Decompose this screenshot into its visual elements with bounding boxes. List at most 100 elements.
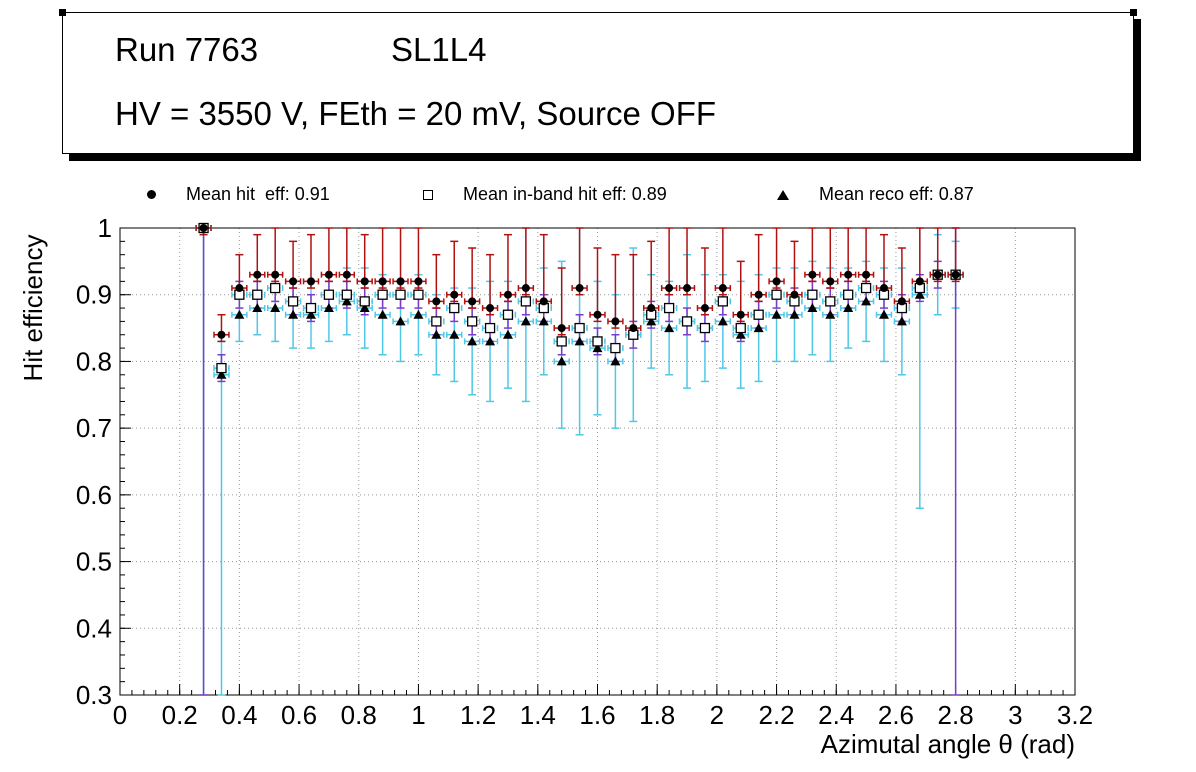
open-square-icon: [423, 189, 433, 200]
hit-eff-marker: [521, 284, 530, 293]
hit-eff-marker: [790, 290, 799, 299]
run-label: Run 7763: [115, 31, 259, 68]
hit-eff-marker: [217, 330, 226, 339]
hit-eff-marker: [915, 277, 924, 286]
x-axis-title: Azimutal angle θ (rad): [821, 729, 1075, 759]
filled-triangle-icon: [777, 189, 789, 200]
hit-eff-marker: [199, 224, 208, 232]
hit-eff-marker: [683, 284, 692, 293]
inband-eff-marker: [341, 289, 352, 300]
reco-eff-marker: [395, 316, 406, 326]
reco-eff-marker: [306, 309, 316, 319]
reco-eff-marker: [717, 316, 728, 326]
reco-eff-marker: [789, 309, 800, 319]
inband-eff-marker: [735, 322, 746, 334]
reco-eff-marker: [646, 316, 657, 326]
inband-eff-marker: [520, 296, 532, 307]
x-tick-label: 1.2: [460, 700, 496, 730]
hit-eff-marker: [253, 270, 262, 279]
plot-frame: [119, 227, 1076, 696]
hit-eff-marker: [700, 304, 709, 313]
inband-eff-marker: [771, 289, 782, 300]
filled-circle-icon: [147, 190, 156, 199]
hit-eff-marker: [289, 277, 298, 286]
legend-label-inband-eff: Mean in-band hit eff: 0.89: [463, 184, 667, 204]
hit-eff-marker: [736, 310, 745, 319]
y-axis-title: Hit efficiency: [18, 235, 48, 382]
hit-eff-marker: [844, 270, 853, 279]
reco-eff-marker: [843, 303, 854, 313]
hit-eff-marker: [342, 270, 351, 279]
hit-eff-marker: [629, 324, 638, 333]
reco-eff-marker: [270, 303, 281, 313]
hit-eff-marker: [575, 284, 584, 293]
inband-eff-marker: [323, 289, 335, 300]
x-tick-label: 2.6: [878, 700, 914, 730]
reco-eff-marker: [896, 316, 907, 326]
hit-eff-marker: [360, 277, 369, 286]
x-tick-label: 0.2: [162, 700, 198, 730]
hit-eff-marker: [611, 317, 620, 326]
inband-eff-marker: [681, 316, 693, 327]
reco-eff-marker: [825, 309, 836, 319]
y-tick-label: 0.8: [76, 346, 112, 376]
hit-eff-marker: [718, 284, 727, 293]
y-tick-label: 0.9: [76, 280, 112, 310]
reco-eff-marker: [341, 296, 352, 306]
reco-eff-marker: [610, 356, 621, 366]
reco-eff-marker: [556, 356, 567, 366]
hit-eff-marker: [539, 297, 548, 306]
reco-eff-marker: [538, 316, 549, 326]
inband-eff-marker: [843, 289, 854, 300]
x-tick-label: 1.8: [639, 700, 675, 730]
reco-eff-marker: [574, 336, 585, 346]
hit-eff-marker: [307, 277, 315, 286]
hit-eff-marker: [557, 324, 566, 333]
x-tick-label: 1.6: [579, 700, 615, 730]
hit-eff-marker: [486, 304, 495, 313]
reco-eff-marker: [502, 329, 513, 339]
conditions-label: HV = 3550 V, FEth = 20 mV, Source OFF: [115, 95, 717, 132]
y-tick-label: 0.5: [76, 547, 112, 577]
x-tick-label: 0.6: [281, 700, 317, 730]
x-tick-label: 1.4: [520, 700, 556, 730]
inband-eff-marker: [359, 296, 370, 307]
inband-eff-marker: [395, 289, 406, 300]
x-tick-label: 2.2: [758, 700, 794, 730]
inband-eff-marker: [574, 322, 585, 334]
x-tick-label: 3: [1008, 700, 1022, 730]
reco-eff-marker: [216, 369, 227, 379]
reco-eff-marker: [467, 336, 478, 346]
x-tick-label: 2: [710, 700, 724, 730]
y-tick-label: 0.3: [76, 680, 112, 710]
reco-eff-marker: [234, 309, 245, 319]
inband-eff-marker: [663, 302, 675, 314]
inband-eff-marker: [449, 302, 460, 314]
hit-eff-marker: [897, 297, 906, 306]
inband-eff-marker: [216, 362, 227, 374]
y-tick-label: 0.6: [76, 480, 112, 510]
hit-eff-marker: [468, 297, 477, 306]
hit-eff-marker: [665, 284, 674, 293]
hit-eff-marker: [235, 284, 244, 293]
x-tick-label: 3.2: [1057, 700, 1093, 730]
hit-eff-marker: [808, 270, 817, 279]
hit-eff-marker: [772, 277, 781, 286]
reco-eff-marker: [449, 329, 460, 339]
reco-eff-marker: [879, 309, 889, 319]
inband-eff-marker: [484, 322, 496, 334]
inband-eff-marker: [860, 282, 872, 294]
reco-eff-marker: [288, 309, 299, 319]
x-tick-label: 0: [113, 700, 127, 730]
hit-eff-marker: [754, 290, 763, 299]
hit-eff-marker: [593, 310, 602, 319]
hit-eff-marker: [396, 277, 405, 286]
legend-item-reco-eff: Mean reco eff: 0.87: [777, 184, 974, 205]
x-tick-label: 0.4: [221, 700, 257, 730]
x-tick-label: 2.4: [818, 700, 854, 730]
inband-eff-marker: [252, 289, 263, 300]
hit-eff-marker: [450, 290, 459, 299]
inband-eff-marker: [610, 342, 621, 354]
